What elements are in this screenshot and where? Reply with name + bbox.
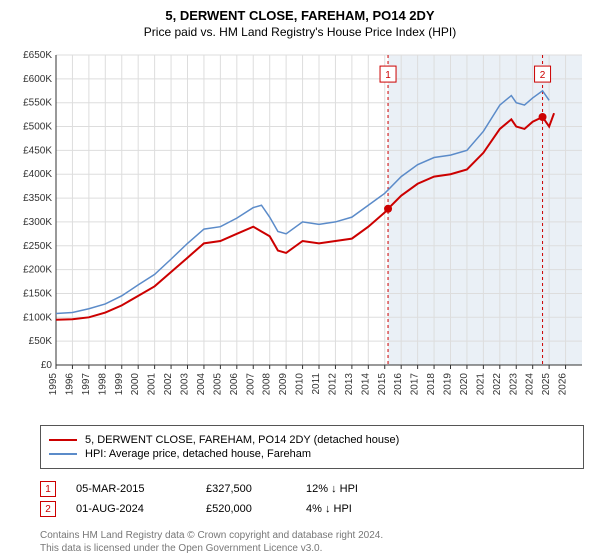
svg-text:2016: 2016 bbox=[393, 373, 404, 396]
svg-text:2005: 2005 bbox=[212, 373, 223, 396]
svg-text:2007: 2007 bbox=[245, 373, 256, 396]
svg-text:£200K: £200K bbox=[23, 265, 52, 276]
svg-text:2020: 2020 bbox=[459, 373, 470, 396]
svg-text:2021: 2021 bbox=[475, 373, 486, 396]
transaction-diff: 12% ↓ HPI bbox=[306, 483, 416, 495]
svg-text:£50K: £50K bbox=[29, 336, 53, 347]
svg-text:2010: 2010 bbox=[295, 373, 306, 396]
svg-text:£150K: £150K bbox=[23, 288, 52, 299]
svg-text:2: 2 bbox=[540, 70, 546, 81]
svg-text:£600K: £600K bbox=[23, 74, 52, 85]
svg-text:2013: 2013 bbox=[344, 373, 355, 396]
transaction-badge: 1 bbox=[40, 481, 56, 497]
transaction-list: 1 05-MAR-2015 £327,500 12% ↓ HPI 2 01-AU… bbox=[40, 477, 584, 521]
price-chart: £0 £50K £100K £150K £200K £250K £300K £350K £400… bbox=[12, 47, 588, 417]
svg-text:2003: 2003 bbox=[180, 373, 191, 396]
svg-text:1995: 1995 bbox=[48, 373, 59, 396]
footer-line: This data is licensed under the Open Gov… bbox=[40, 542, 584, 555]
svg-text:£500K: £500K bbox=[23, 122, 52, 133]
transaction-date: 01-AUG-2024 bbox=[76, 503, 206, 515]
svg-text:2022: 2022 bbox=[492, 373, 503, 396]
transaction-row: 2 01-AUG-2024 £520,000 4% ↓ HPI bbox=[40, 501, 584, 517]
svg-text:2019: 2019 bbox=[443, 373, 454, 396]
transaction-price: £327,500 bbox=[206, 483, 306, 495]
legend-label: HPI: Average price, detached house, Fare… bbox=[85, 448, 311, 460]
footer: Contains HM Land Registry data © Crown c… bbox=[40, 529, 584, 555]
transaction-date: 05-MAR-2015 bbox=[76, 483, 206, 495]
title: 5, DERWENT CLOSE, FAREHAM, PO14 2DY bbox=[12, 8, 588, 23]
svg-text:2004: 2004 bbox=[196, 373, 207, 396]
svg-text:£550K: £550K bbox=[23, 98, 52, 109]
svg-text:£450K: £450K bbox=[23, 145, 52, 156]
svg-text:2006: 2006 bbox=[229, 373, 240, 396]
svg-text:£400K: £400K bbox=[23, 169, 52, 180]
svg-text:2024: 2024 bbox=[525, 373, 536, 396]
svg-text:£100K: £100K bbox=[23, 312, 52, 323]
svg-text:2009: 2009 bbox=[278, 373, 289, 396]
svg-text:2001: 2001 bbox=[147, 373, 158, 396]
transaction-price: £520,000 bbox=[206, 503, 306, 515]
legend: 5, DERWENT CLOSE, FAREHAM, PO14 2DY (det… bbox=[40, 425, 584, 469]
transaction-diff: 4% ↓ HPI bbox=[306, 503, 416, 515]
legend-label: 5, DERWENT CLOSE, FAREHAM, PO14 2DY (det… bbox=[85, 434, 399, 446]
svg-text:2002: 2002 bbox=[163, 373, 174, 396]
down-arrow-icon: ↓ bbox=[325, 503, 331, 515]
svg-text:2014: 2014 bbox=[360, 373, 371, 396]
svg-text:1996: 1996 bbox=[64, 373, 75, 396]
svg-text:1997: 1997 bbox=[81, 373, 92, 396]
svg-text:£650K: £650K bbox=[23, 50, 52, 61]
transaction-row: 1 05-MAR-2015 £327,500 12% ↓ HPI bbox=[40, 481, 584, 497]
svg-text:2000: 2000 bbox=[130, 373, 141, 396]
transaction-badge: 2 bbox=[40, 501, 56, 517]
svg-text:2023: 2023 bbox=[508, 373, 519, 396]
svg-text:2017: 2017 bbox=[410, 373, 421, 396]
legend-item: 5, DERWENT CLOSE, FAREHAM, PO14 2DY (det… bbox=[49, 434, 575, 446]
svg-text:2025: 2025 bbox=[541, 373, 552, 396]
legend-item: HPI: Average price, detached house, Fare… bbox=[49, 448, 575, 460]
svg-text:1999: 1999 bbox=[114, 373, 125, 396]
svg-text:£0: £0 bbox=[41, 360, 53, 371]
svg-text:1: 1 bbox=[385, 70, 391, 81]
svg-text:2018: 2018 bbox=[426, 373, 437, 396]
svg-text:2026: 2026 bbox=[558, 373, 569, 396]
svg-text:2008: 2008 bbox=[262, 373, 273, 396]
legend-swatch bbox=[49, 439, 77, 441]
footer-line: Contains HM Land Registry data © Crown c… bbox=[40, 529, 584, 542]
svg-text:£250K: £250K bbox=[23, 241, 52, 252]
down-arrow-icon: ↓ bbox=[331, 483, 337, 495]
svg-text:£350K: £350K bbox=[23, 193, 52, 204]
svg-text:£300K: £300K bbox=[23, 217, 52, 228]
subtitle: Price paid vs. HM Land Registry's House … bbox=[12, 25, 588, 39]
svg-text:2012: 2012 bbox=[327, 373, 338, 396]
svg-text:2011: 2011 bbox=[311, 373, 322, 395]
legend-swatch bbox=[49, 453, 77, 455]
svg-text:1998: 1998 bbox=[97, 373, 108, 396]
svg-text:2015: 2015 bbox=[377, 373, 388, 396]
